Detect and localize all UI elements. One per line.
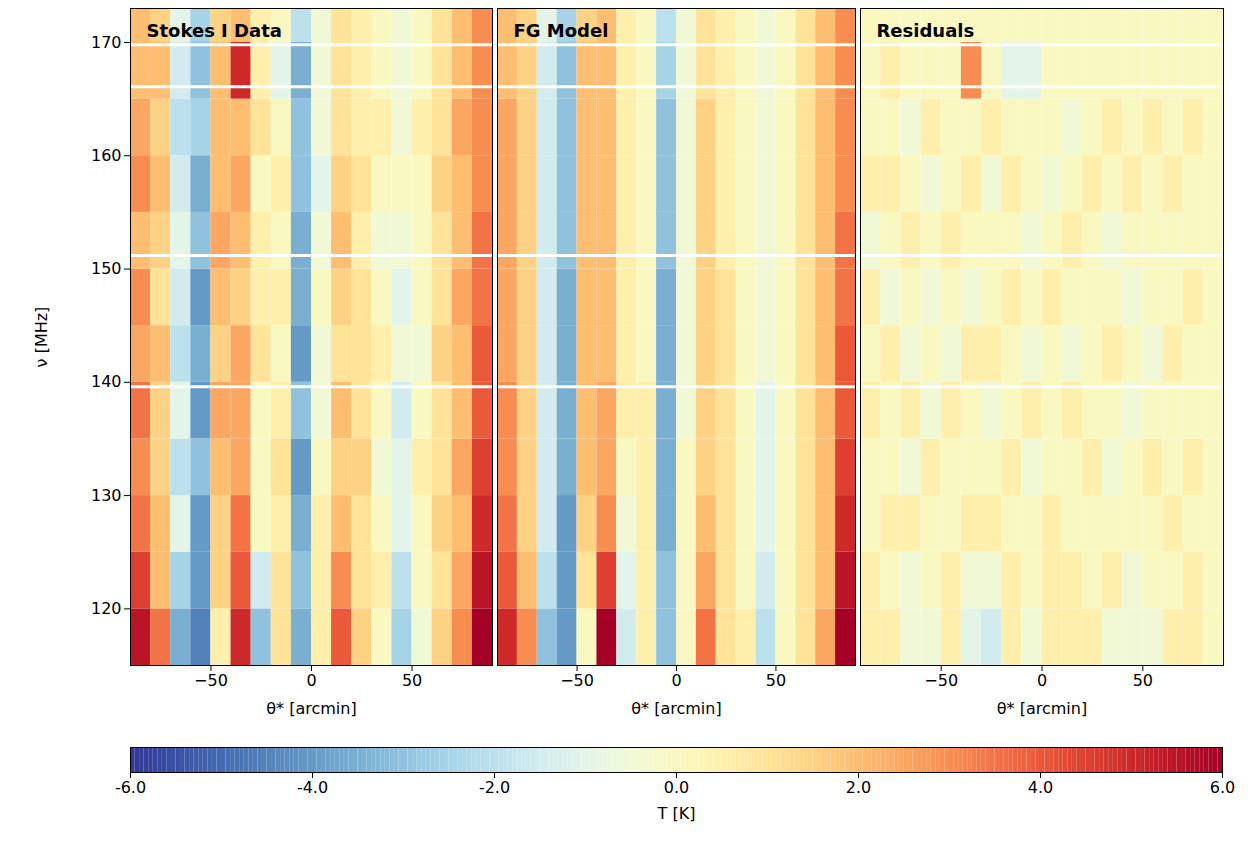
svg-text:120: 120 — [91, 599, 122, 618]
svg-text:θ* [arcmin]: θ* [arcmin] — [997, 699, 1087, 718]
svg-text:170: 170 — [91, 33, 122, 52]
svg-text:150: 150 — [91, 259, 122, 278]
svg-text:Stokes I Data: Stokes I Data — [147, 20, 282, 41]
svg-text:0: 0 — [306, 671, 316, 690]
svg-text:−50: −50 — [924, 671, 958, 690]
svg-text:50: 50 — [766, 671, 786, 690]
svg-text:0: 0 — [1037, 671, 1047, 690]
svg-text:50: 50 — [402, 671, 422, 690]
svg-text:160: 160 — [91, 146, 122, 165]
svg-text:-2.0: -2.0 — [479, 778, 510, 797]
svg-text:FG Model: FG Model — [514, 20, 609, 41]
svg-text:2.0: 2.0 — [846, 778, 871, 797]
svg-text:50: 50 — [1133, 671, 1153, 690]
svg-text:−50: −50 — [194, 671, 228, 690]
svg-text:6.0: 6.0 — [1210, 778, 1235, 797]
svg-text:θ* [arcmin]: θ* [arcmin] — [631, 699, 721, 718]
svg-text:Residuals: Residuals — [877, 20, 975, 41]
svg-text:−50: −50 — [560, 671, 594, 690]
svg-text:0: 0 — [671, 671, 681, 690]
svg-text:130: 130 — [91, 486, 122, 505]
svg-text:4.0: 4.0 — [1028, 778, 1053, 797]
svg-text:-6.0: -6.0 — [115, 778, 146, 797]
svg-text:θ* [arcmin]: θ* [arcmin] — [266, 699, 356, 718]
svg-text:0.0: 0.0 — [664, 778, 689, 797]
svg-text:ν [MHz]: ν [MHz] — [32, 307, 51, 368]
svg-text:T [K]: T [K] — [657, 804, 696, 823]
svg-text:140: 140 — [91, 372, 122, 391]
svg-text:-4.0: -4.0 — [297, 778, 328, 797]
